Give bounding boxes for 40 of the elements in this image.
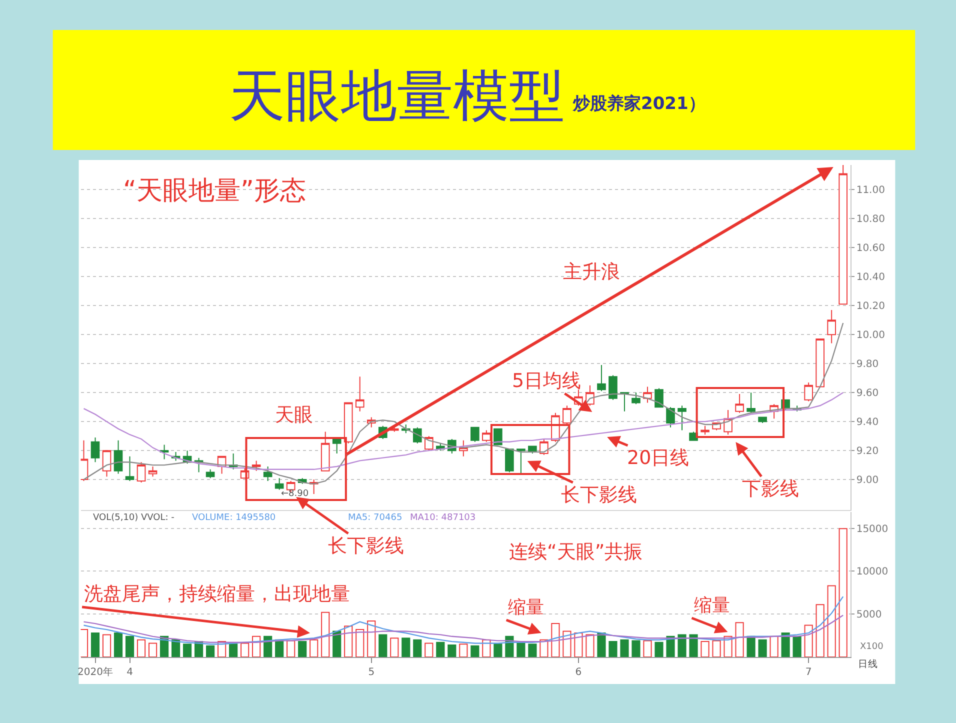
annotation: VOLUME: 1495580 bbox=[192, 513, 276, 523]
text: 日线 bbox=[858, 658, 878, 670]
annotation: MA5: 70465 bbox=[348, 513, 402, 523]
annotation: MA10: 487103 bbox=[410, 513, 476, 523]
text: X100 bbox=[860, 642, 884, 652]
annotation: 天眼 bbox=[275, 404, 313, 426]
x-tick-label: 5 bbox=[368, 667, 375, 678]
x-tick-label: 4 bbox=[126, 667, 133, 678]
y-tick-label: 10.60 bbox=[856, 243, 885, 254]
y-tick-label: 15000 bbox=[856, 524, 888, 535]
y-tick-label: 9.20 bbox=[856, 446, 879, 458]
annotation: “天眼地量”形态 bbox=[123, 176, 306, 206]
annotation: 洗盘尾声，持续缩量，出现地量 bbox=[84, 583, 350, 605]
annotation: 5日均线 bbox=[512, 370, 582, 392]
y-tick-label: 5000 bbox=[856, 610, 882, 621]
y-tick-label: 11.00 bbox=[856, 185, 885, 196]
y-tick-label: 10.80 bbox=[856, 214, 885, 226]
annotation: 长下影线 bbox=[561, 484, 637, 506]
annotation: 连续“天眼”共振 bbox=[509, 541, 643, 563]
chart-subtitle: 炒股养家2021） bbox=[572, 94, 706, 114]
y-tick-label: 9.80 bbox=[856, 359, 879, 370]
y-tick-label: 9.60 bbox=[856, 388, 879, 400]
annotation: VOL(5,10) VVOL: - bbox=[93, 513, 174, 523]
y-tick-label: 10.40 bbox=[856, 272, 885, 284]
y-tick-label: 10.00 bbox=[856, 330, 885, 342]
x-tick-label: 7 bbox=[805, 667, 812, 678]
y-tick-label: 9.00 bbox=[856, 475, 879, 486]
annotation: 主升浪 bbox=[563, 261, 620, 283]
annotation: 缩量 bbox=[694, 595, 730, 616]
annotation: 缩量 bbox=[508, 597, 544, 618]
annotation: 下影线 bbox=[742, 478, 799, 500]
x-tick-label: 6 bbox=[575, 667, 582, 678]
y-tick-label: 9.40 bbox=[856, 417, 879, 428]
y-tick-label: 10.20 bbox=[856, 301, 885, 312]
annotation: ←8.90 bbox=[281, 489, 309, 499]
annotation: 20日线 bbox=[627, 447, 690, 469]
y-tick-label: 10000 bbox=[856, 566, 888, 578]
annotation: 长下影线 bbox=[328, 535, 404, 557]
x-tick-label: 2020年 bbox=[78, 666, 113, 678]
chart-title: 天眼地量模型 bbox=[229, 64, 565, 129]
